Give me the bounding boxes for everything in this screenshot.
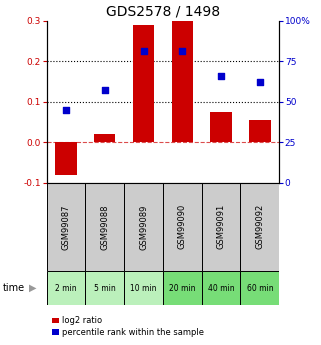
Text: GSM99092: GSM99092 [256, 204, 265, 249]
FancyBboxPatch shape [47, 271, 85, 305]
FancyBboxPatch shape [85, 183, 124, 271]
Text: 20 min: 20 min [169, 284, 195, 293]
Text: 60 min: 60 min [247, 284, 273, 293]
Point [219, 73, 224, 79]
Text: GSM99091: GSM99091 [217, 204, 226, 249]
Bar [172, 21, 193, 142]
Text: 2 min: 2 min [55, 284, 77, 293]
Point [141, 48, 146, 54]
FancyBboxPatch shape [202, 183, 240, 271]
Bar [249, 120, 271, 142]
Text: 5 min: 5 min [94, 284, 116, 293]
FancyBboxPatch shape [163, 183, 202, 271]
Text: ▶: ▶ [29, 283, 36, 293]
FancyBboxPatch shape [163, 271, 202, 305]
FancyBboxPatch shape [47, 183, 85, 271]
Point [257, 79, 263, 84]
FancyBboxPatch shape [240, 271, 279, 305]
Text: GSM99088: GSM99088 [100, 204, 109, 249]
Text: GSM99090: GSM99090 [178, 204, 187, 249]
Text: time: time [3, 283, 25, 293]
Bar [211, 112, 232, 142]
FancyBboxPatch shape [124, 271, 163, 305]
Bar [55, 142, 77, 175]
Bar [133, 25, 154, 142]
Text: GSM99089: GSM99089 [139, 204, 148, 249]
FancyBboxPatch shape [202, 271, 240, 305]
Point [63, 107, 68, 113]
FancyBboxPatch shape [85, 271, 124, 305]
Point [180, 48, 185, 54]
Text: 40 min: 40 min [208, 284, 234, 293]
Legend: log2 ratio, percentile rank within the sample: log2 ratio, percentile rank within the s… [51, 316, 205, 337]
FancyBboxPatch shape [124, 183, 163, 271]
Title: GDS2578 / 1498: GDS2578 / 1498 [106, 4, 220, 18]
Bar [94, 134, 115, 142]
Point [102, 87, 107, 92]
Text: GSM99087: GSM99087 [61, 204, 70, 249]
FancyBboxPatch shape [240, 183, 279, 271]
Text: 10 min: 10 min [130, 284, 157, 293]
